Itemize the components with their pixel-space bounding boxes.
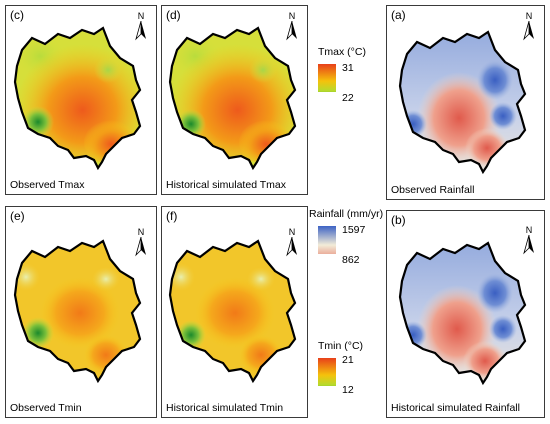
north-arrow-icon: N xyxy=(132,11,150,41)
panel-letter: (f) xyxy=(166,209,178,223)
legend-high: 21 xyxy=(342,354,354,366)
map-panel-d: (d) N Historical simulated Tmax xyxy=(161,5,308,195)
panel-caption: Historical simulated Tmin xyxy=(166,402,284,414)
legend-low: 862 xyxy=(342,254,360,266)
tmin-legend: Tmin (°C) 21 12 xyxy=(314,340,384,404)
panel-letter: (a) xyxy=(391,8,406,22)
panel-caption: Observed Tmax xyxy=(10,179,85,191)
legend-colorbar xyxy=(318,226,336,254)
panel-caption: Observed Tmin xyxy=(10,402,82,414)
panel-caption: Historical simulated Rainfall xyxy=(391,402,520,414)
map-panel-b: (b) N Historical simulated Rainfall xyxy=(386,210,545,418)
tmax-sim-map xyxy=(168,26,297,170)
panel-letter: (b) xyxy=(391,213,406,227)
map-panel-f: (f) N Historical simulated Tmin xyxy=(161,206,308,418)
north-arrow-icon: N xyxy=(132,227,150,257)
tmin-map xyxy=(13,239,142,383)
legend-low: 22 xyxy=(342,92,354,104)
map-panel-e: (e) N Observed Tmin xyxy=(5,206,157,418)
north-arrow-icon: N xyxy=(520,11,538,41)
map-panel-c: (c) N Observed Tmax xyxy=(5,5,157,195)
panel-caption: Historical simulated Tmax xyxy=(166,179,287,191)
tmax-map xyxy=(13,26,142,170)
panel-letter: (e) xyxy=(10,209,25,223)
legend-low: 12 xyxy=(342,384,354,396)
rainfall-legend: Rainfall (mm/yr) 1597 862 xyxy=(309,208,389,272)
panel-letter: (d) xyxy=(166,8,181,22)
legend-high: 1597 xyxy=(342,224,366,236)
rainfall-sim-map xyxy=(398,241,527,385)
legend-title: Tmin (°C) xyxy=(318,340,364,352)
legend-colorbar xyxy=(318,358,336,386)
legend-title: Rainfall (mm/yr) xyxy=(309,208,384,220)
legend-colorbar xyxy=(318,64,336,92)
legend-high: 31 xyxy=(342,62,354,74)
panel-caption: Observed Rainfall xyxy=(391,184,475,196)
rainfall-map xyxy=(398,30,527,174)
panel-letter: (c) xyxy=(10,8,24,22)
north-arrow-icon: N xyxy=(520,225,538,255)
north-arrow-icon: N xyxy=(283,11,301,41)
tmax-legend: Tmax (°C) 31 22 xyxy=(314,46,384,110)
north-arrow-icon: N xyxy=(283,227,301,257)
legend-title: Tmax (°C) xyxy=(318,46,366,58)
tmin-sim-map xyxy=(168,239,297,383)
map-panel-a: (a) N Observed Rainfall xyxy=(386,5,545,200)
